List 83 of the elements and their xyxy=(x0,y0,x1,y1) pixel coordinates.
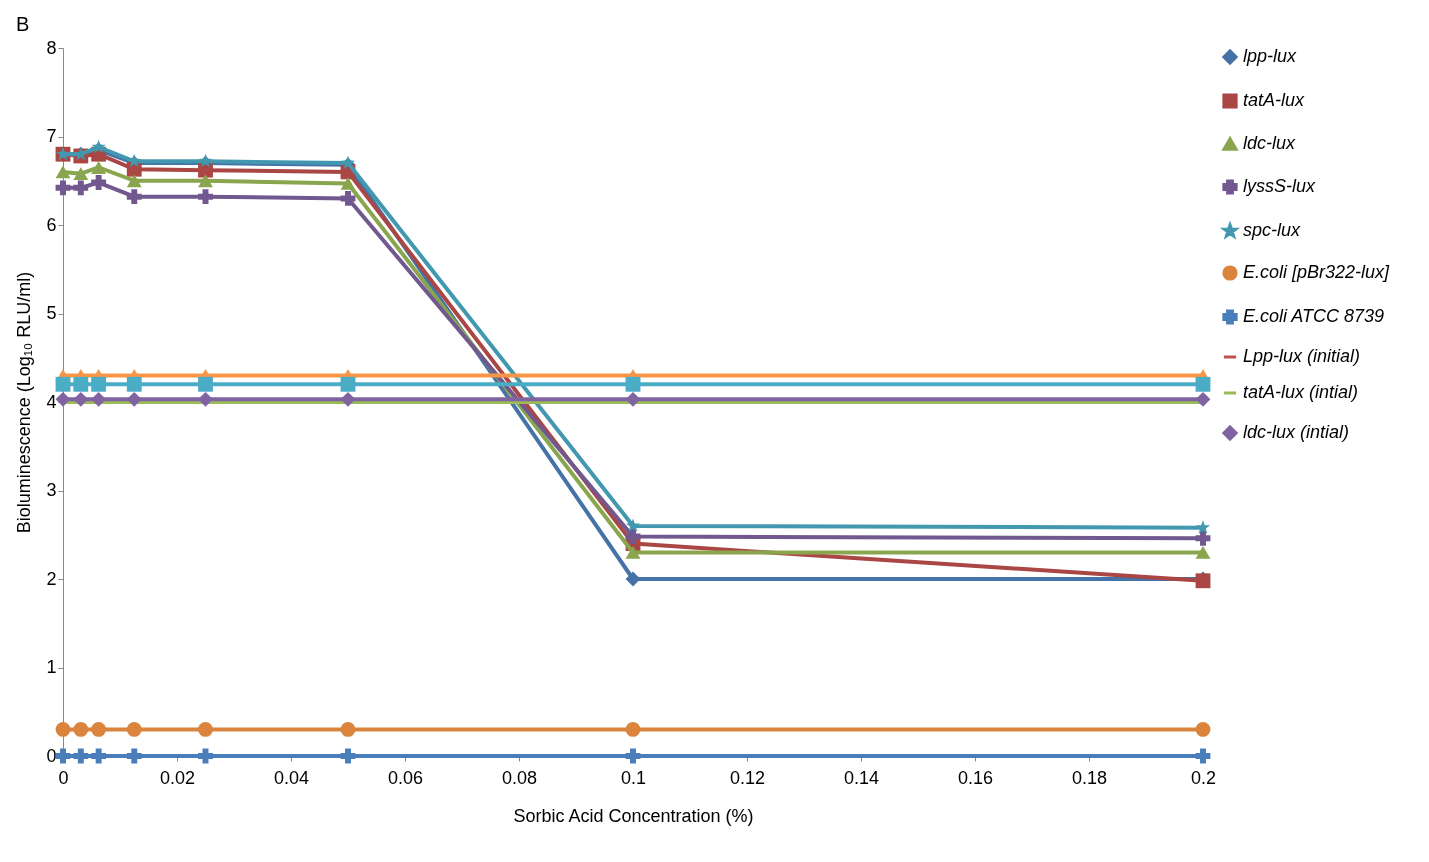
point xyxy=(91,175,107,190)
x-tick-label: 0.04 xyxy=(273,767,310,788)
x-tick-label: 0.1 xyxy=(620,767,647,788)
legend-label: tatA-lux xyxy=(1243,90,1306,110)
point xyxy=(625,546,641,559)
point xyxy=(1195,391,1211,407)
y-tick-label: 2 xyxy=(46,568,57,589)
legend-label: E.coli ATCC 8739 xyxy=(1243,306,1385,326)
point xyxy=(198,722,213,737)
point xyxy=(198,748,213,764)
point xyxy=(625,391,641,407)
point xyxy=(55,376,71,392)
point xyxy=(625,748,641,764)
point xyxy=(340,376,356,392)
y-tick-label: 7 xyxy=(46,126,57,146)
point xyxy=(126,748,142,764)
point xyxy=(198,391,213,407)
x-axis-title: Sorbic Acid Concentration (%) xyxy=(513,805,754,826)
point xyxy=(340,391,356,407)
point xyxy=(73,748,89,764)
y-tick-label: 4 xyxy=(46,391,57,412)
x-tick-label: 0.06 xyxy=(387,767,424,788)
x-tick-label: 0.12 xyxy=(729,767,766,788)
point xyxy=(340,722,356,737)
point xyxy=(91,391,107,407)
point xyxy=(625,571,641,587)
x-tick-label: 0.16 xyxy=(957,767,994,788)
point xyxy=(55,165,71,179)
point xyxy=(73,180,89,196)
legend-label: lpp-lux xyxy=(1243,46,1298,66)
point xyxy=(126,189,142,205)
point xyxy=(198,376,213,392)
point xyxy=(55,391,71,407)
point xyxy=(625,376,641,392)
x-tick-label: 0.14 xyxy=(843,767,880,788)
point xyxy=(73,722,89,737)
point xyxy=(91,722,107,737)
legend-label: ldc-lux (intial) xyxy=(1243,422,1350,442)
y-tick-label: 3 xyxy=(46,480,57,500)
point xyxy=(1195,376,1211,392)
point xyxy=(198,189,213,205)
point xyxy=(55,722,71,737)
point xyxy=(340,176,356,190)
y-tick-label: 1 xyxy=(46,657,57,677)
point xyxy=(625,722,641,737)
x-tick-label: 0.18 xyxy=(1071,767,1108,788)
point xyxy=(625,518,641,532)
point xyxy=(198,174,213,188)
point xyxy=(1195,530,1211,546)
y-tick-label: 0 xyxy=(46,745,57,766)
point xyxy=(91,139,106,154)
point xyxy=(1195,520,1211,534)
point xyxy=(126,391,142,407)
chart-title: B xyxy=(15,13,30,35)
point xyxy=(91,376,107,392)
point xyxy=(55,180,71,196)
legend-label: lyssS-lux xyxy=(1243,176,1317,196)
legend-label: spc-lux xyxy=(1243,220,1302,240)
x-tick-label: 0.02 xyxy=(159,767,196,788)
point xyxy=(126,376,142,392)
point xyxy=(73,376,89,392)
point xyxy=(340,748,356,764)
legend-label: Lpp-lux (initial) xyxy=(1243,346,1361,366)
y-tick-label: 8 xyxy=(46,37,57,58)
y-tick-label: 6 xyxy=(46,214,57,235)
point xyxy=(91,748,107,764)
legend-label: tatA-lux (intial) xyxy=(1243,382,1359,402)
point xyxy=(55,748,71,764)
point xyxy=(126,174,142,188)
y-axis-title: Bioluminescence (Log₁₀ RLU/ml) xyxy=(14,271,35,534)
point xyxy=(1195,748,1211,764)
point xyxy=(91,161,107,174)
x-tick-label: 0.08 xyxy=(501,767,538,788)
point xyxy=(1195,722,1211,737)
legend-label: E.coli [pBr322-lux] xyxy=(1243,262,1391,282)
point xyxy=(340,191,356,206)
x-tick-label: 0.2 xyxy=(1190,767,1217,788)
y-tick-label: 5 xyxy=(46,303,57,323)
point xyxy=(126,722,142,737)
legend-label: ldc-lux xyxy=(1243,133,1297,153)
point xyxy=(1195,546,1211,559)
point xyxy=(73,167,89,181)
point xyxy=(73,391,89,407)
